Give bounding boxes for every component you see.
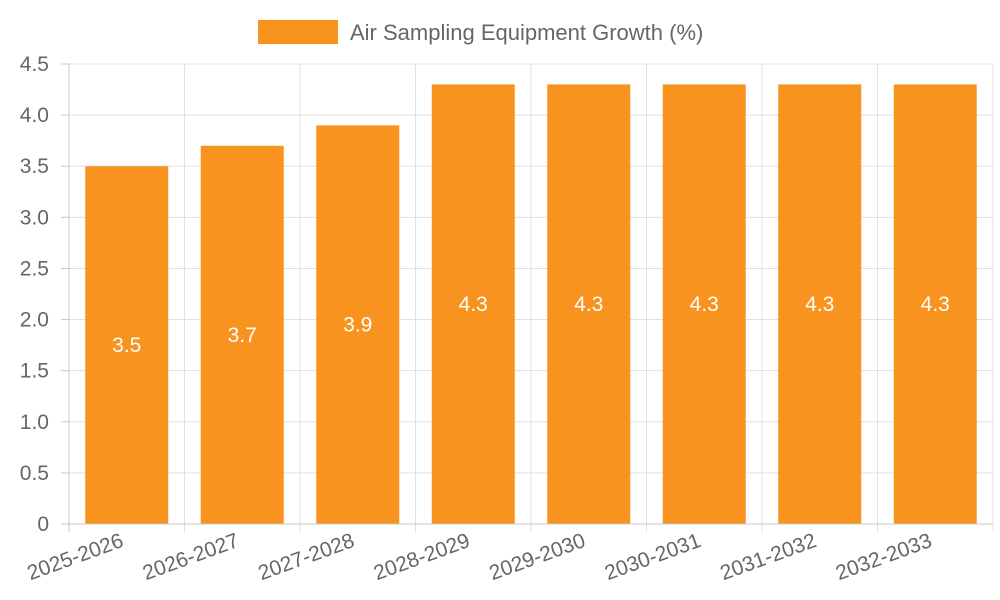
y-tick-label: 1.5: [20, 360, 49, 383]
y-tick-label: 4.5: [20, 53, 49, 76]
bar[interactable]: [662, 84, 746, 524]
bar-data-label: 4.3: [690, 293, 719, 316]
legend[interactable]: Air Sampling Equipment Growth (%): [258, 20, 703, 45]
bar[interactable]: [85, 166, 169, 524]
legend-swatch[interactable]: [258, 20, 338, 44]
x-tick-label: 2029-2030: [486, 529, 588, 585]
bar-data-label: 3.5: [112, 334, 141, 357]
x-tick-label: 2032-2033: [833, 529, 935, 585]
y-tick-label: 3.0: [20, 206, 49, 229]
bar-data-label: 4.3: [921, 293, 950, 316]
x-tick-label: 2027-2028: [255, 529, 357, 585]
x-tick-label: 2031-2032: [717, 529, 819, 585]
bar[interactable]: [547, 84, 631, 524]
x-tick-label: 2030-2031: [602, 529, 704, 585]
bar-data-label: 3.7: [228, 324, 257, 347]
x-tick-label: 2028-2029: [371, 529, 473, 585]
bar-data-label: 4.3: [805, 293, 834, 316]
x-tick-label: 2025-2026: [24, 529, 126, 585]
y-tick-label: 2.5: [20, 257, 49, 280]
y-tick-label: 0: [37, 513, 49, 536]
bar[interactable]: [200, 145, 284, 524]
bar[interactable]: [893, 84, 977, 524]
bar[interactable]: [316, 125, 400, 524]
bar[interactable]: [431, 84, 515, 524]
y-tick-label: 1.0: [20, 411, 49, 434]
y-tick-label: 0.5: [20, 462, 49, 485]
bars: 3.5 3.7 3.9 4.3 4.3 4.3 4.3 4.3: [85, 84, 977, 524]
bar-data-label: 4.3: [574, 293, 603, 316]
legend-label[interactable]: Air Sampling Equipment Growth (%): [350, 20, 703, 45]
y-tick-label: 3.5: [20, 155, 49, 178]
bar[interactable]: [778, 84, 862, 524]
bar-data-label: 3.9: [343, 314, 372, 337]
y-tick-label: 2.0: [20, 309, 49, 332]
bar-data-label: 4.3: [459, 293, 488, 316]
y-tick-label: 4.0: [20, 104, 49, 127]
x-tick-label: 2026-2027: [140, 529, 242, 585]
